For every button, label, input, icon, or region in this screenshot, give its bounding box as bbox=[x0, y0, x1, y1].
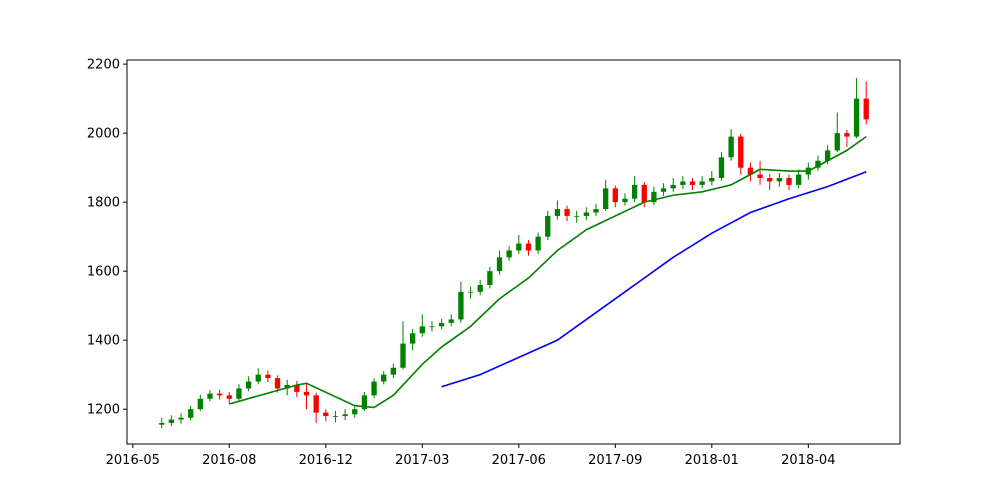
y-tick-label: 2000 bbox=[87, 127, 120, 142]
candle-body bbox=[622, 198, 628, 203]
candle-body bbox=[400, 343, 406, 368]
candle-body bbox=[593, 209, 599, 213]
moving-average-line bbox=[229, 135, 867, 409]
candle-body bbox=[545, 215, 551, 237]
y-tick-label: 2200 bbox=[87, 58, 120, 73]
candle-body bbox=[815, 160, 821, 168]
candle-body bbox=[680, 181, 686, 185]
candle-body bbox=[371, 381, 377, 396]
candle-body bbox=[390, 367, 397, 375]
x-tick-label: 2016-12 bbox=[299, 453, 353, 468]
x-tick-label: 2017-09 bbox=[588, 453, 642, 468]
candle-body bbox=[603, 188, 609, 210]
candle-body bbox=[361, 395, 368, 410]
candle-body bbox=[188, 409, 194, 418]
y-tick-label: 1200 bbox=[87, 403, 120, 418]
candle-body bbox=[506, 250, 512, 258]
candle-body bbox=[274, 378, 281, 389]
x-tick-label: 2016-08 bbox=[202, 453, 256, 468]
candle-body bbox=[207, 393, 213, 399]
candle-body bbox=[834, 133, 840, 151]
candle-body bbox=[265, 374, 271, 379]
candle-body bbox=[699, 181, 705, 185]
candle-body bbox=[245, 381, 252, 389]
candle-body bbox=[535, 236, 541, 251]
candle-body bbox=[496, 257, 503, 272]
x-tick-label: 2018-04 bbox=[781, 453, 835, 468]
y-tick-label: 1400 bbox=[87, 334, 120, 349]
candle-body bbox=[689, 181, 696, 185]
axes-frame bbox=[126, 59, 901, 445]
candle-body bbox=[284, 385, 290, 389]
candle-body bbox=[487, 271, 493, 285]
candle-body bbox=[467, 291, 474, 293]
candle-body bbox=[458, 291, 464, 320]
candle-body bbox=[323, 412, 329, 417]
candle-body bbox=[574, 215, 580, 217]
moving-average-line bbox=[441, 171, 867, 388]
candle-body bbox=[564, 209, 570, 216]
candle-body bbox=[255, 374, 261, 382]
candle-body bbox=[159, 422, 165, 425]
candle-body bbox=[294, 385, 300, 392]
candle-body bbox=[844, 133, 850, 137]
candle-body bbox=[612, 188, 618, 203]
plot-area bbox=[159, 77, 869, 429]
x-tick-label: 2017-06 bbox=[492, 453, 546, 468]
candle-body bbox=[718, 157, 725, 178]
candle-body bbox=[641, 184, 647, 203]
candle-body bbox=[226, 395, 232, 399]
candle-body bbox=[709, 177, 715, 182]
candle-body bbox=[381, 374, 387, 382]
candle-body bbox=[197, 398, 203, 410]
candle-body bbox=[429, 326, 435, 328]
candle-body bbox=[757, 174, 763, 178]
candle-body bbox=[313, 395, 319, 413]
candle-body bbox=[419, 326, 425, 334]
candle-body bbox=[796, 174, 802, 185]
candle-body bbox=[409, 333, 416, 344]
candle-body bbox=[660, 188, 667, 192]
candle-body bbox=[236, 388, 242, 399]
candle-body bbox=[178, 417, 184, 420]
candle-body bbox=[332, 416, 339, 417]
candle-body bbox=[738, 136, 744, 168]
candle-body bbox=[747, 167, 754, 175]
candle-body bbox=[853, 98, 860, 137]
candle-body bbox=[525, 243, 532, 251]
y-tick-label: 1800 bbox=[87, 196, 120, 211]
y-tick-label: 1600 bbox=[87, 265, 120, 280]
candle-body bbox=[477, 284, 483, 292]
candle-body bbox=[583, 212, 590, 216]
candle-body bbox=[670, 184, 676, 189]
candle-body bbox=[824, 150, 831, 161]
candle-body bbox=[448, 319, 454, 323]
candle-body bbox=[168, 419, 175, 423]
candle-body bbox=[651, 191, 657, 203]
x-tick-label: 2017-03 bbox=[395, 453, 449, 468]
candle-body bbox=[863, 98, 869, 120]
candle-body bbox=[303, 391, 310, 396]
candle-body bbox=[554, 209, 561, 216]
candle-body bbox=[352, 409, 358, 415]
candle-body bbox=[516, 243, 522, 251]
candle-body bbox=[728, 136, 734, 158]
candle-body bbox=[776, 177, 783, 182]
candle-body bbox=[438, 322, 445, 327]
candle-body bbox=[216, 393, 223, 396]
candle-body bbox=[631, 184, 638, 199]
candle-body bbox=[786, 177, 792, 185]
x-tick-label: 2016-05 bbox=[106, 453, 160, 468]
candle-body bbox=[342, 414, 348, 417]
candle-body bbox=[767, 177, 773, 182]
x-tick-label: 2018-01 bbox=[685, 453, 739, 468]
